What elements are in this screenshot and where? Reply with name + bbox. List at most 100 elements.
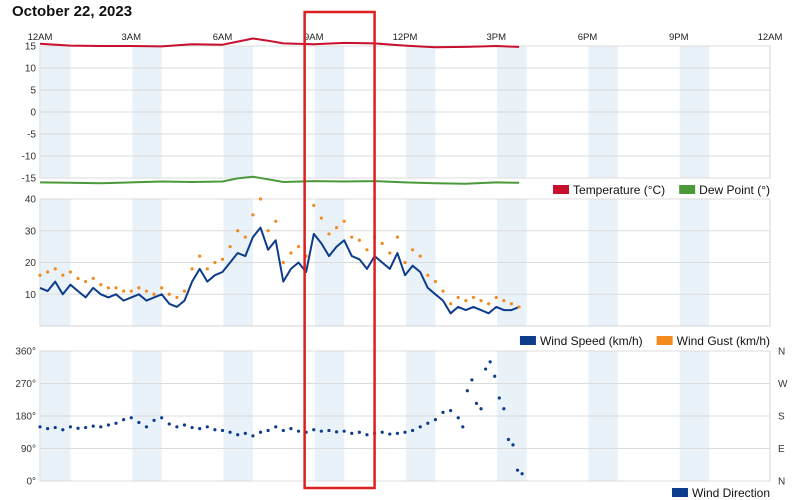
y-tick-label: 40 [25, 195, 37, 206]
data-point [190, 267, 194, 271]
time-tick-label: 3PM [486, 32, 506, 43]
data-point [319, 429, 323, 433]
data-point [517, 305, 521, 309]
legend-label: Wind Speed (km/h) [540, 334, 643, 348]
data-point [441, 289, 445, 293]
data-point [484, 367, 488, 371]
data-point [441, 410, 445, 414]
data-point [205, 425, 209, 429]
data-point [137, 286, 141, 290]
data-point [395, 235, 399, 239]
data-point [205, 267, 209, 271]
legend-label: Wind Gust (km/h) [677, 334, 770, 348]
data-point [122, 289, 126, 293]
data-point [502, 299, 506, 303]
y-tick-label: 15 [25, 42, 37, 53]
y-tick-label-right: S [778, 412, 785, 423]
data-point [114, 421, 118, 425]
data-point [289, 427, 293, 431]
data-point [395, 431, 399, 435]
series-line [39, 175, 520, 185]
data-point [494, 295, 498, 300]
legend-label: Temperature (°C) [573, 183, 665, 197]
data-point [296, 245, 301, 249]
data-point [365, 433, 369, 437]
data-point [190, 425, 194, 430]
y-tick-label: 20 [25, 258, 37, 269]
data-point [91, 424, 95, 428]
data-point [487, 302, 491, 306]
y-tick-label: 5 [30, 86, 36, 97]
y-tick-label: 0° [26, 477, 36, 488]
data-point [471, 295, 476, 300]
data-point [213, 260, 217, 265]
data-point [388, 251, 392, 255]
time-tick-label: 6AM [213, 32, 233, 43]
data-point [266, 229, 270, 233]
data-point [342, 429, 346, 433]
data-point [68, 270, 73, 274]
y-tick-label: 10 [25, 64, 37, 75]
data-point [411, 428, 415, 433]
y-tick-label-right: W [778, 379, 788, 390]
data-point [511, 443, 515, 447]
data-point [357, 238, 361, 242]
legend-label: Dew Point (°) [699, 183, 770, 197]
time-tick-label: 6PM [578, 32, 598, 43]
time-tick-label: 9PM [669, 32, 689, 43]
data-point [433, 279, 438, 284]
data-point [403, 430, 407, 434]
data-point [167, 422, 171, 426]
legend-swatch [679, 185, 696, 194]
data-point [46, 270, 50, 274]
data-point [426, 273, 430, 277]
data-point [465, 389, 469, 393]
data-point [61, 428, 65, 432]
data-point [474, 401, 479, 405]
data-point [198, 427, 202, 431]
data-point [334, 430, 339, 434]
data-point [456, 295, 460, 300]
data-point [388, 432, 392, 436]
data-point [99, 283, 103, 287]
time-tick-label: 3AM [121, 32, 141, 43]
data-point [99, 425, 103, 429]
highlight-box [303, 10, 376, 490]
data-point [182, 289, 187, 293]
data-point [144, 425, 149, 429]
data-point [220, 428, 225, 433]
data-point [144, 289, 149, 293]
data-point [213, 428, 217, 432]
legend-swatch [656, 336, 673, 345]
data-point [106, 423, 111, 427]
data-point [289, 251, 293, 255]
data-point [53, 267, 57, 271]
data-point [129, 289, 133, 293]
data-point [38, 425, 42, 429]
data-point [258, 197, 263, 201]
temperature-panel: 15 10 5 0 -5 -10 -15 Dew Point (°) Temperature (… [22, 37, 771, 197]
data-point [84, 279, 88, 284]
data-point [175, 425, 179, 429]
data-point [61, 273, 65, 277]
y-tick-label-right: N [778, 477, 785, 488]
data-point [228, 245, 232, 249]
data-point [68, 425, 73, 429]
series-line [39, 37, 520, 49]
wind-panel: 40 30 20 10 Wind Gust (km/h) Wind Speed (km/h… [25, 195, 771, 348]
data-point [488, 360, 492, 364]
data-point [243, 431, 247, 435]
data-point [152, 292, 156, 296]
data-point [502, 407, 506, 411]
legend-swatch [553, 185, 570, 194]
y-tick-label: 0 [30, 108, 36, 119]
y-tick-label-right: E [778, 444, 785, 455]
data-point [91, 276, 95, 280]
data-point [296, 429, 301, 433]
data-point [334, 225, 339, 230]
data-point [198, 254, 202, 258]
data-point [327, 428, 331, 433]
data-point [449, 408, 453, 413]
time-tick-label: 9AM [304, 32, 324, 43]
